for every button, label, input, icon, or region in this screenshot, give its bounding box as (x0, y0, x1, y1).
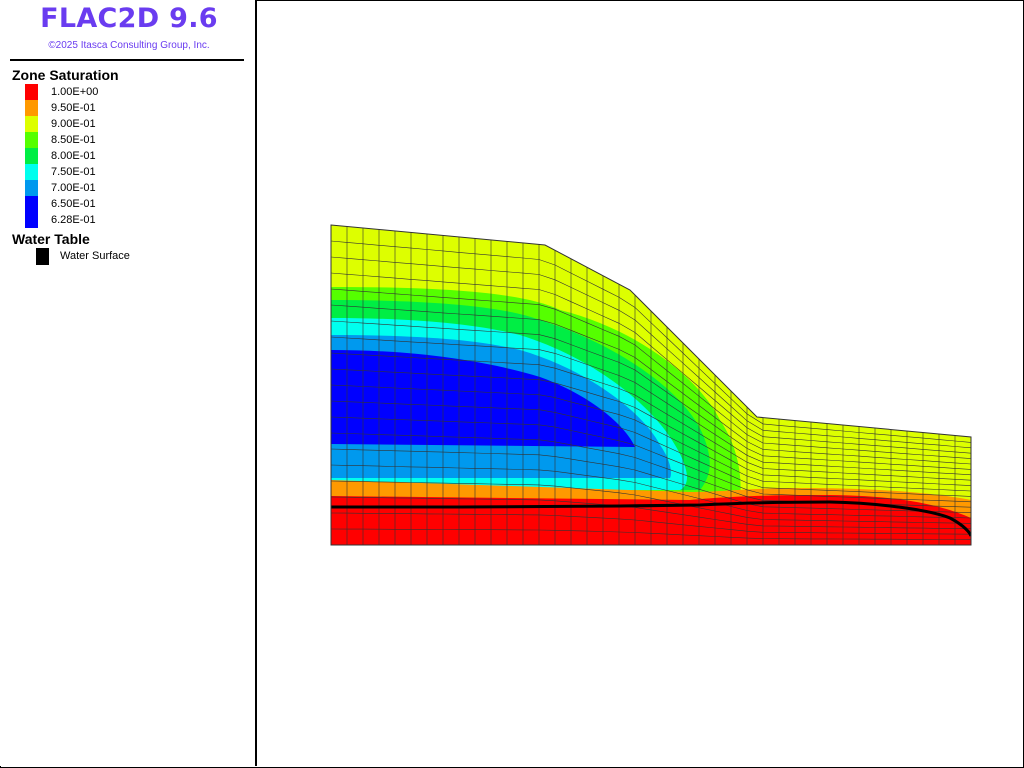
grid-row-line (331, 480, 971, 524)
water-surface-swatch (36, 248, 49, 265)
water-table-title: Water Table (12, 231, 90, 247)
grid-row-line (331, 288, 971, 459)
saturation-contour-plot (330, 224, 972, 546)
grid-row-line (331, 496, 971, 530)
saturation-level-8: 6.50E-01 (51, 198, 96, 210)
grid-row-line (331, 320, 971, 470)
grid-row-line (331, 448, 971, 513)
saturation-swatch-9 (25, 212, 38, 228)
grid-row-line (331, 352, 971, 481)
grid-row-line (331, 304, 971, 465)
band-0.65 (331, 350, 635, 447)
saturation-swatch-6 (25, 164, 38, 180)
saturation-level-3: 9.00E-01 (51, 118, 96, 130)
grid-row-line (331, 336, 971, 476)
zone-grid (331, 226, 971, 545)
saturation-level-6: 7.50E-01 (51, 166, 96, 178)
saturation-swatch-1 (25, 84, 38, 100)
model-plot-view[interactable] (257, 0, 1022, 766)
title-divider (10, 59, 244, 61)
grid-row-line (331, 512, 971, 535)
saturation-swatch-7 (25, 180, 38, 196)
saturation-level-2: 9.50E-01 (51, 102, 96, 114)
grid-row-line (331, 384, 971, 492)
saturation-level-7: 7.00E-01 (51, 182, 96, 194)
saturation-swatch-8 (25, 196, 38, 212)
legend-panel: FLAC2D 9.6 ©2025 Itasca Consulting Group… (0, 0, 257, 766)
saturation-swatch-2 (25, 100, 38, 116)
contour-bands (331, 225, 971, 545)
water-surface-label: Water Surface (60, 250, 130, 262)
grid-row-line (331, 464, 971, 519)
saturation-level-1: 1.00E+00 (51, 86, 99, 98)
saturation-swatch-4 (25, 132, 38, 148)
saturation-swatch-3 (25, 116, 38, 132)
grid-row-line (331, 272, 971, 454)
grid-row-line (331, 400, 971, 497)
grid-row-line (331, 240, 971, 443)
saturation-level-4: 8.50E-01 (51, 134, 96, 146)
app-title: FLAC2D 9.6 (40, 3, 218, 34)
grid-row-line (331, 528, 971, 540)
zone-saturation-title: Zone Saturation (12, 67, 119, 83)
water-surface-line (331, 500, 971, 537)
saturation-level-9: 6.28E-01 (51, 214, 96, 226)
saturation-level-5: 8.00E-01 (51, 150, 96, 162)
saturation-swatch-5 (25, 148, 38, 164)
model-boundary (330, 224, 972, 546)
grid-row-line (331, 416, 971, 503)
copyright-notice: ©2025 Itasca Consulting Group, Inc. (48, 40, 210, 51)
grid-row-line (331, 256, 971, 449)
grid-row-line (331, 368, 971, 486)
